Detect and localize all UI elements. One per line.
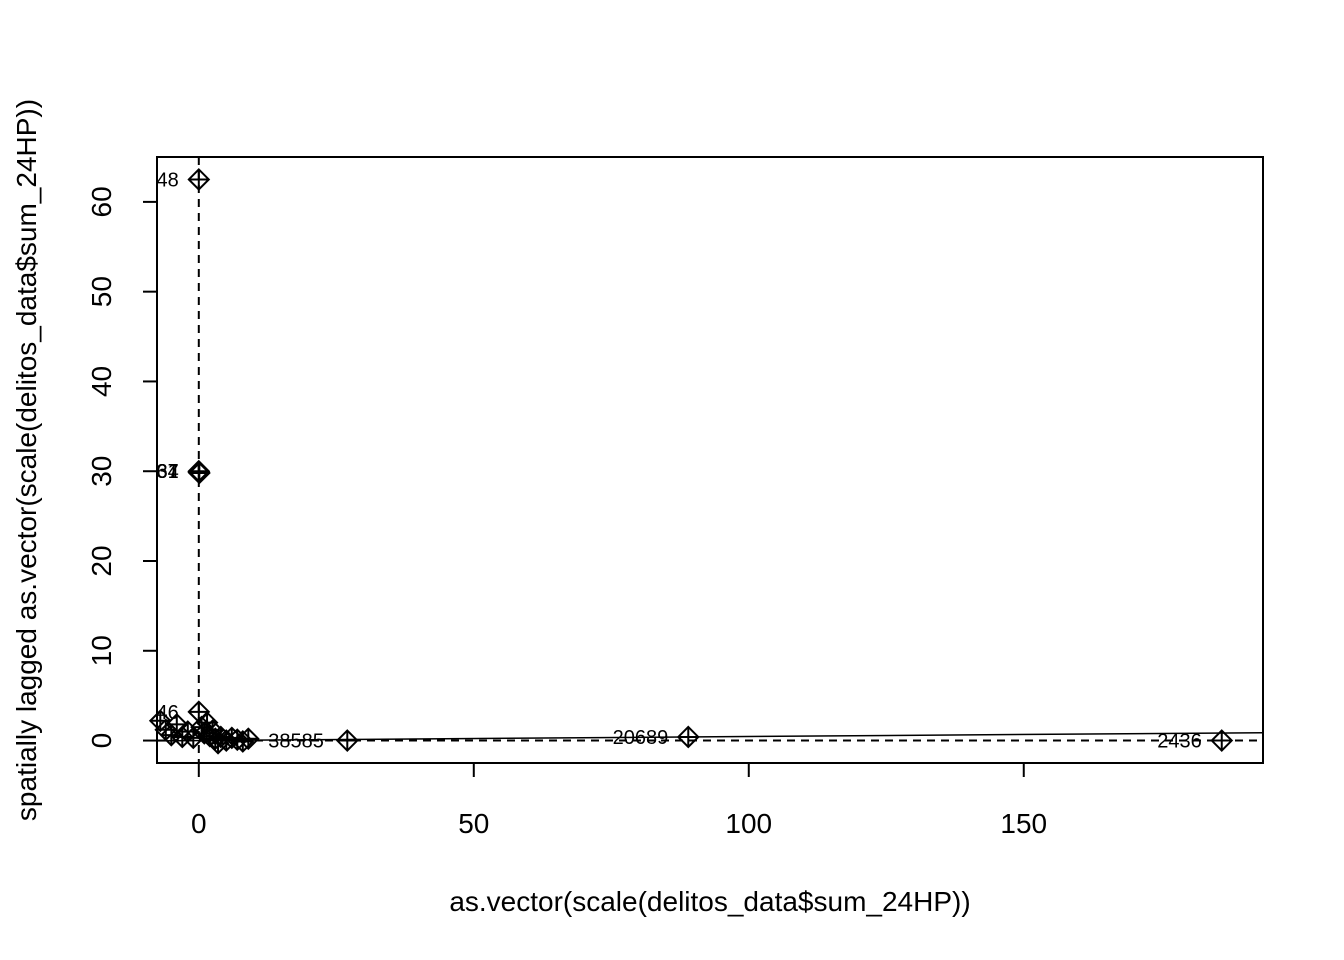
data-point xyxy=(335,729,359,752)
x-tick-label: 50 xyxy=(458,808,489,839)
point-label: 31 xyxy=(157,461,179,483)
y-tick-label: 60 xyxy=(86,186,117,217)
y-tick-label: 10 xyxy=(86,635,117,666)
data-point xyxy=(187,168,211,191)
y-tick-label: 30 xyxy=(86,456,117,487)
point-label: 34 xyxy=(157,461,179,483)
data-point xyxy=(187,460,211,484)
y-tick-label: 0 xyxy=(86,733,117,749)
x-axis-title: as.vector(scale(delitos_data$sum_24HP)) xyxy=(449,886,970,917)
y-axis-title: spatially lagged as.vector(scale(delitos… xyxy=(11,99,42,821)
point-label: 48 xyxy=(157,169,179,191)
point-label: 46 xyxy=(157,702,179,724)
reference-lines xyxy=(157,157,1263,763)
data-point xyxy=(676,725,700,749)
x-axis: 0 50 100 150 xyxy=(191,762,1047,839)
data-point xyxy=(236,727,260,751)
regression-line xyxy=(156,731,1264,742)
y-axis: 0 10 20 30 40 50 60 xyxy=(86,186,158,749)
data-point xyxy=(1210,729,1234,752)
plot-frame xyxy=(156,156,1264,764)
point-label: 20689 xyxy=(613,727,669,749)
x-tick-label: 100 xyxy=(725,808,772,839)
point-label: 67 xyxy=(157,461,179,483)
x-tick-label: 0 xyxy=(191,808,207,839)
y-tick-label: 50 xyxy=(86,276,117,307)
data-points xyxy=(148,168,1234,755)
y-tick-label: 20 xyxy=(86,545,117,576)
point-label: 38585 xyxy=(268,731,324,753)
y-tick-label: 40 xyxy=(86,366,117,397)
x-tick-label: 150 xyxy=(1000,808,1047,839)
point-label: 2436 xyxy=(1157,731,1202,753)
regression-line-path xyxy=(156,731,1264,742)
